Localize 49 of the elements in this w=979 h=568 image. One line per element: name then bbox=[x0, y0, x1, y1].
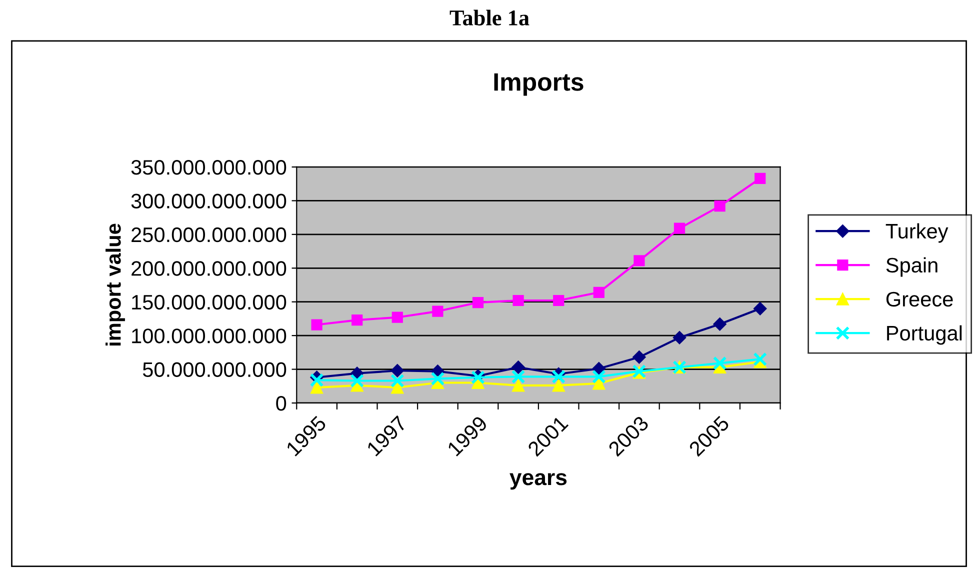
point bbox=[310, 373, 324, 388]
point bbox=[392, 312, 403, 323]
point bbox=[512, 360, 525, 374]
point bbox=[754, 302, 767, 316]
point bbox=[593, 286, 604, 298]
y-tick-label: 100.000.000.000 bbox=[132, 328, 286, 344]
point bbox=[472, 296, 484, 308]
point bbox=[390, 364, 404, 378]
point bbox=[311, 319, 322, 330]
point bbox=[674, 222, 686, 234]
point bbox=[592, 377, 606, 390]
point bbox=[632, 350, 646, 364]
legend-label: Spain bbox=[886, 257, 938, 277]
y-tick-label: 250.000.000.000 bbox=[132, 227, 286, 242]
point bbox=[432, 306, 444, 317]
point bbox=[352, 314, 363, 326]
y-tick-label: 50.000.000.000 bbox=[142, 362, 286, 378]
point bbox=[553, 294, 564, 306]
y-tick-label: 350.000.000.000 bbox=[131, 160, 286, 175]
y-axis-title: import value bbox=[106, 224, 125, 346]
point bbox=[714, 200, 726, 212]
y-tick-label: 200.000.000.000 bbox=[132, 261, 286, 276]
point bbox=[753, 352, 768, 366]
chart-title: Imports bbox=[494, 73, 584, 96]
point bbox=[712, 356, 727, 370]
legend-label: Portugal bbox=[887, 325, 962, 345]
point bbox=[713, 318, 726, 331]
legend-label: Turkey bbox=[886, 223, 948, 243]
point bbox=[391, 381, 404, 394]
y-tick-label: 0 bbox=[276, 396, 286, 411]
caption: Table 1a bbox=[450, 10, 530, 26]
point bbox=[512, 379, 525, 392]
point bbox=[552, 379, 565, 392]
point bbox=[754, 172, 766, 184]
point bbox=[430, 372, 445, 386]
y-tick-label: 150.000.000.000 bbox=[132, 294, 286, 310]
point bbox=[592, 362, 606, 376]
point bbox=[552, 370, 566, 384]
point bbox=[511, 370, 526, 384]
x-axis-title: years bbox=[510, 473, 567, 490]
point bbox=[512, 294, 524, 306]
point bbox=[350, 374, 364, 388]
y-tick-label: 300.000.000.000 bbox=[131, 194, 286, 208]
legend-label: Greece bbox=[886, 292, 953, 307]
point bbox=[390, 374, 404, 388]
point bbox=[592, 370, 606, 384]
point bbox=[310, 381, 324, 394]
point bbox=[634, 255, 645, 266]
point bbox=[672, 331, 686, 344]
